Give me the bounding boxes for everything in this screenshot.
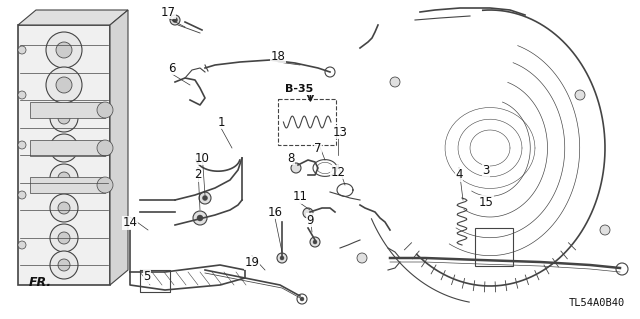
Circle shape [18, 241, 26, 249]
Circle shape [46, 32, 82, 68]
Circle shape [50, 194, 78, 222]
Circle shape [97, 102, 113, 118]
Circle shape [303, 208, 313, 218]
Text: 18: 18 [271, 49, 285, 63]
Circle shape [173, 18, 177, 23]
Text: 19: 19 [244, 256, 259, 270]
Circle shape [18, 91, 26, 99]
Circle shape [58, 232, 70, 244]
Circle shape [280, 256, 284, 260]
Circle shape [202, 196, 207, 201]
Text: 3: 3 [483, 164, 490, 176]
Bar [30, 177, 105, 193]
Text: 5: 5 [143, 271, 150, 284]
Circle shape [56, 42, 72, 58]
Circle shape [58, 142, 70, 154]
Circle shape [56, 77, 72, 93]
Polygon shape [18, 10, 128, 25]
Bar [30, 102, 105, 118]
Circle shape [58, 259, 70, 271]
Text: B-35: B-35 [285, 84, 314, 94]
Text: 8: 8 [287, 152, 294, 165]
Text: TL54A0B40: TL54A0B40 [569, 298, 625, 308]
Circle shape [199, 192, 211, 204]
Text: 1: 1 [217, 115, 225, 129]
Circle shape [300, 297, 304, 301]
Circle shape [97, 140, 113, 156]
Text: 2: 2 [195, 168, 202, 182]
Text: 11: 11 [292, 190, 307, 204]
Circle shape [50, 104, 78, 132]
Circle shape [357, 253, 367, 263]
Circle shape [277, 253, 287, 263]
Text: 10: 10 [195, 152, 209, 165]
Text: 17: 17 [161, 5, 175, 19]
Polygon shape [110, 10, 128, 285]
Text: 9: 9 [307, 213, 314, 226]
Bar [475, 228, 513, 266]
Circle shape [50, 224, 78, 252]
Text: 13: 13 [333, 125, 348, 138]
Text: 4: 4 [455, 168, 463, 182]
Circle shape [46, 67, 82, 103]
Text: FR.: FR. [29, 276, 52, 289]
Circle shape [50, 134, 78, 162]
Circle shape [58, 112, 70, 124]
Circle shape [197, 215, 203, 221]
Circle shape [390, 77, 400, 87]
Circle shape [313, 240, 317, 244]
Text: 12: 12 [330, 166, 346, 179]
Bar [30, 140, 105, 156]
Bar [278, 99, 336, 145]
Circle shape [50, 164, 78, 192]
Text: 7: 7 [314, 142, 322, 154]
Circle shape [18, 141, 26, 149]
Circle shape [291, 163, 301, 173]
Circle shape [575, 90, 585, 100]
Circle shape [18, 46, 26, 54]
Text: 14: 14 [122, 217, 138, 229]
Polygon shape [18, 25, 110, 285]
Circle shape [310, 237, 320, 247]
Circle shape [58, 172, 70, 184]
Circle shape [50, 251, 78, 279]
Text: 16: 16 [268, 205, 282, 219]
Circle shape [18, 191, 26, 199]
Circle shape [97, 177, 113, 193]
Circle shape [600, 225, 610, 235]
Circle shape [193, 211, 207, 225]
Circle shape [58, 202, 70, 214]
Text: 6: 6 [168, 62, 176, 75]
Text: 15: 15 [479, 196, 493, 209]
Circle shape [170, 15, 180, 25]
